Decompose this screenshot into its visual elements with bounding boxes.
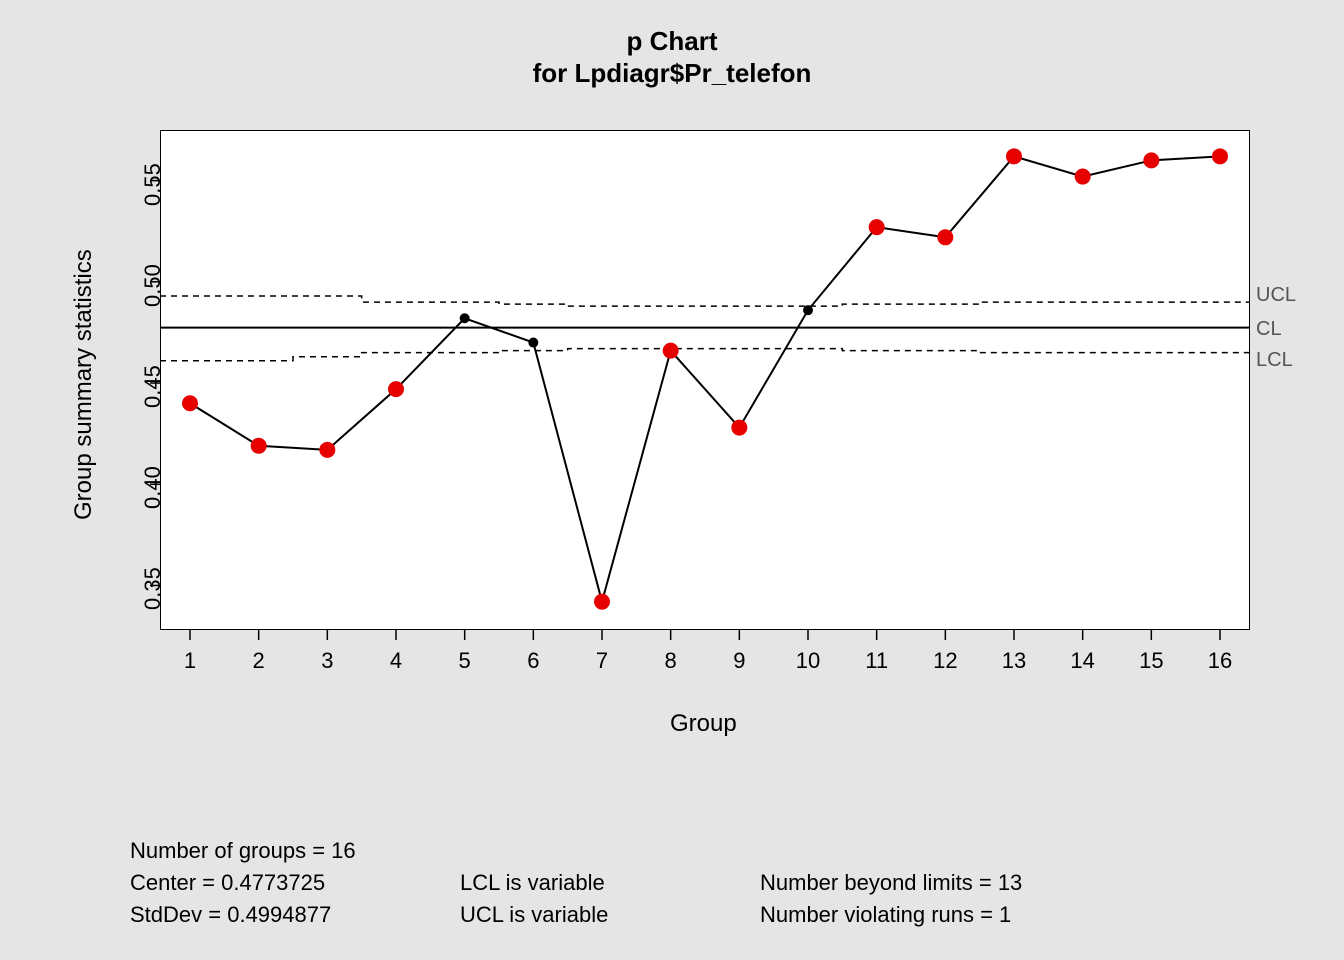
x-tick-label: 8 xyxy=(659,648,683,674)
x-tick-label: 7 xyxy=(590,648,614,674)
x-tick-label: 2 xyxy=(247,648,271,674)
x-tick-label: 14 xyxy=(1065,648,1101,674)
lcl-label: LCL xyxy=(1256,349,1293,372)
summary-line: UCL is variable xyxy=(460,902,608,928)
summary-line: Center = 0.4773725 xyxy=(130,870,325,896)
y-tick-label: 0.40 xyxy=(140,466,166,509)
x-tick-label: 6 xyxy=(521,648,545,674)
cl-label: CL xyxy=(1256,318,1282,341)
y-tick-label: 0.55 xyxy=(140,163,166,206)
x-tick-label: 3 xyxy=(315,648,339,674)
summary-line: Number violating runs = 1 xyxy=(760,902,1011,928)
x-tick-label: 5 xyxy=(453,648,477,674)
x-tick-label: 16 xyxy=(1202,648,1238,674)
ucl-label: UCL xyxy=(1256,284,1296,307)
x-tick-label: 9 xyxy=(727,648,751,674)
x-tick-label: 1 xyxy=(178,648,202,674)
summary-line: Number of groups = 16 xyxy=(130,838,356,864)
y-tick-label: 0.50 xyxy=(140,264,166,307)
x-axis-label: Group xyxy=(670,710,737,738)
x-tick-label: 10 xyxy=(790,648,826,674)
chart-container: { "layout": { "page_w": 1344, "page_h": … xyxy=(0,0,1344,960)
x-tick-label: 13 xyxy=(996,648,1032,674)
y-tick-label: 0.35 xyxy=(140,568,166,611)
x-tick-label: 4 xyxy=(384,648,408,674)
summary-line: LCL is variable xyxy=(460,870,605,896)
summary-line: StdDev = 0.4994877 xyxy=(130,902,331,928)
plot-svg xyxy=(0,0,1344,960)
x-tick-label: 12 xyxy=(927,648,963,674)
x-tick-label: 11 xyxy=(859,648,895,674)
y-axis-label: Group summary statistics xyxy=(70,249,98,520)
y-tick-label: 0.45 xyxy=(140,365,166,408)
x-tick-label: 15 xyxy=(1133,648,1169,674)
summary-line: Number beyond limits = 13 xyxy=(760,870,1022,896)
